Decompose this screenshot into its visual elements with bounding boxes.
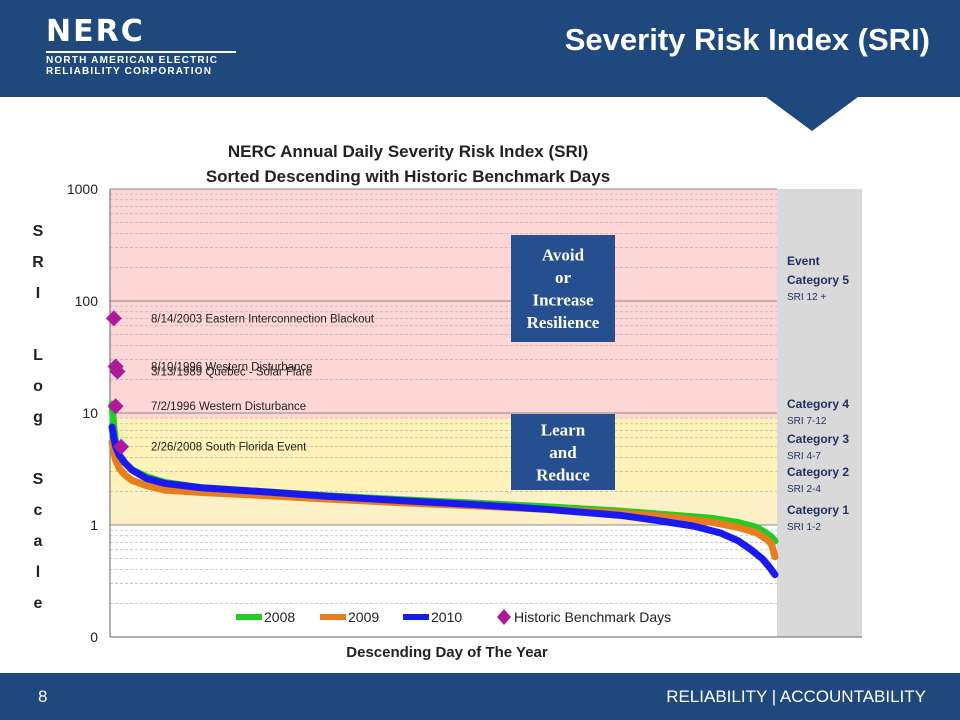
y-tick-label-1: 100 bbox=[75, 293, 99, 309]
page-number: 8 bbox=[38, 687, 48, 706]
category-range-4: SRI 1-2 bbox=[787, 522, 821, 533]
legend-label-2: 2010 bbox=[431, 609, 462, 625]
y-label-letter-4: L bbox=[33, 347, 43, 364]
legend: 2008 2009 2010 Historic Benchmark Days bbox=[236, 609, 671, 625]
category-title-2: Category 3 bbox=[787, 432, 849, 446]
y-tick-label-0: 1000 bbox=[67, 181, 98, 197]
category-title-1: Category 4 bbox=[787, 397, 849, 411]
y-tick-label-2: 10 bbox=[82, 405, 98, 421]
benchmark-label-2: 3/13/1989 Québec - Solar Flare bbox=[151, 366, 312, 378]
callout-box-0 bbox=[511, 235, 615, 342]
legend-label-0: 2008 bbox=[264, 609, 295, 625]
benchmark-label-1: 8/10/1996 Western Disturbance bbox=[151, 362, 313, 374]
benchmark-label-0: 8/14/2003 Eastern Interconnection Blacko… bbox=[151, 313, 375, 325]
category-range-0: SRI 12 + bbox=[787, 292, 826, 303]
benchmark-marker-3 bbox=[107, 398, 124, 415]
category-range-3: SRI 2-4 bbox=[787, 484, 821, 495]
logo-wordmark: NERC bbox=[46, 14, 145, 49]
callout-text-0-1: or bbox=[555, 268, 572, 287]
category-labels: Event Category 5 SRI 12 + Category 4 SRI 7-1… bbox=[787, 254, 849, 533]
category-title-0: Event bbox=[787, 254, 820, 268]
legend-swatch-benchmark bbox=[497, 609, 511, 625]
y-tick-label-3: 1 bbox=[90, 517, 98, 533]
callout-text-0-3: Resilience bbox=[527, 313, 600, 332]
slide-title: Severity Risk Index (SRI) bbox=[564, 22, 930, 57]
benchmark-marker-2 bbox=[109, 363, 126, 380]
callout-box-1 bbox=[511, 414, 615, 490]
benchmark-label-3: 7/2/1996 Western Disturbance bbox=[151, 401, 306, 413]
x-axis-label: Descending Day of The Year bbox=[346, 644, 548, 661]
band-0 bbox=[110, 189, 777, 419]
benchmark-label-4: 2/26/2008 South Florida Event bbox=[151, 442, 307, 454]
y-label-letter-1: R bbox=[32, 254, 44, 271]
category-side-panel bbox=[777, 189, 862, 637]
callout-text-1-0: Learn bbox=[541, 420, 586, 439]
logo-divider bbox=[46, 51, 236, 53]
y-label-letter-5: o bbox=[33, 378, 43, 395]
y-label-letter-12: e bbox=[34, 595, 43, 612]
header-bar: NERC NORTH AMERICAN ELECTRIC RELIABILITY… bbox=[0, 0, 960, 97]
callout-text-1-1: and bbox=[549, 443, 577, 462]
callout-text-0-0: Avoid bbox=[542, 246, 585, 265]
footer-tagline: RELIABILITY | ACCOUNTABILITY bbox=[666, 687, 926, 706]
y-label-letter-11: l bbox=[36, 564, 40, 581]
category-range-1: SRI 7-12 bbox=[787, 416, 827, 427]
y-label-letter-2: I bbox=[36, 285, 40, 302]
chart-title-line2: Sorted Descending with Historic Benchmar… bbox=[206, 167, 610, 186]
y-label-letter-8: S bbox=[33, 471, 44, 488]
legend-label-1: 2009 bbox=[348, 609, 379, 625]
category-bands bbox=[110, 189, 777, 637]
callout-text-0-2: Increase bbox=[532, 291, 594, 310]
gridlines bbox=[109, 188, 862, 638]
benchmark-marker-0 bbox=[105, 310, 122, 327]
legend-label-3: Historic Benchmark Days bbox=[514, 609, 671, 625]
logo-subtitle-line1: NORTH AMERICAN ELECTRIC bbox=[46, 55, 219, 66]
benchmark-markers: 8/14/2003 Eastern Interconnection Blacko… bbox=[105, 310, 375, 455]
nerc-logo: NERC NORTH AMERICAN ELECTRIC RELIABILITY… bbox=[46, 16, 236, 77]
category-title-3: Category 2 bbox=[787, 465, 849, 479]
y-tick-label-4: 0 bbox=[90, 629, 98, 645]
series-lines bbox=[108, 400, 779, 579]
y-label-letter-9: c bbox=[34, 502, 43, 519]
category-title-4: Category 1 bbox=[787, 503, 849, 517]
y-label-letter-0: S bbox=[33, 223, 44, 240]
callout-text-1-2: Reduce bbox=[536, 465, 590, 484]
series-line-2010 bbox=[108, 423, 779, 579]
benchmark-marker-4 bbox=[113, 438, 130, 455]
y-label-letter-10: a bbox=[34, 533, 43, 550]
callout-boxes: Avoid or Increase Resilience Learn and Reduce bbox=[511, 235, 615, 490]
header-tab-notch bbox=[766, 97, 858, 131]
footer-bar: 8 RELIABILITY | ACCOUNTABILITY bbox=[0, 673, 960, 720]
category-subtitle-0: Category 5 bbox=[787, 273, 849, 287]
logo-subtitle-line2: RELIABILITY CORPORATION bbox=[46, 66, 213, 77]
y-label-letter-6: g bbox=[33, 409, 43, 426]
chart-title-line1: NERC Annual Daily Severity Risk Index (S… bbox=[228, 142, 588, 161]
category-range-2: SRI 4-7 bbox=[787, 451, 821, 462]
